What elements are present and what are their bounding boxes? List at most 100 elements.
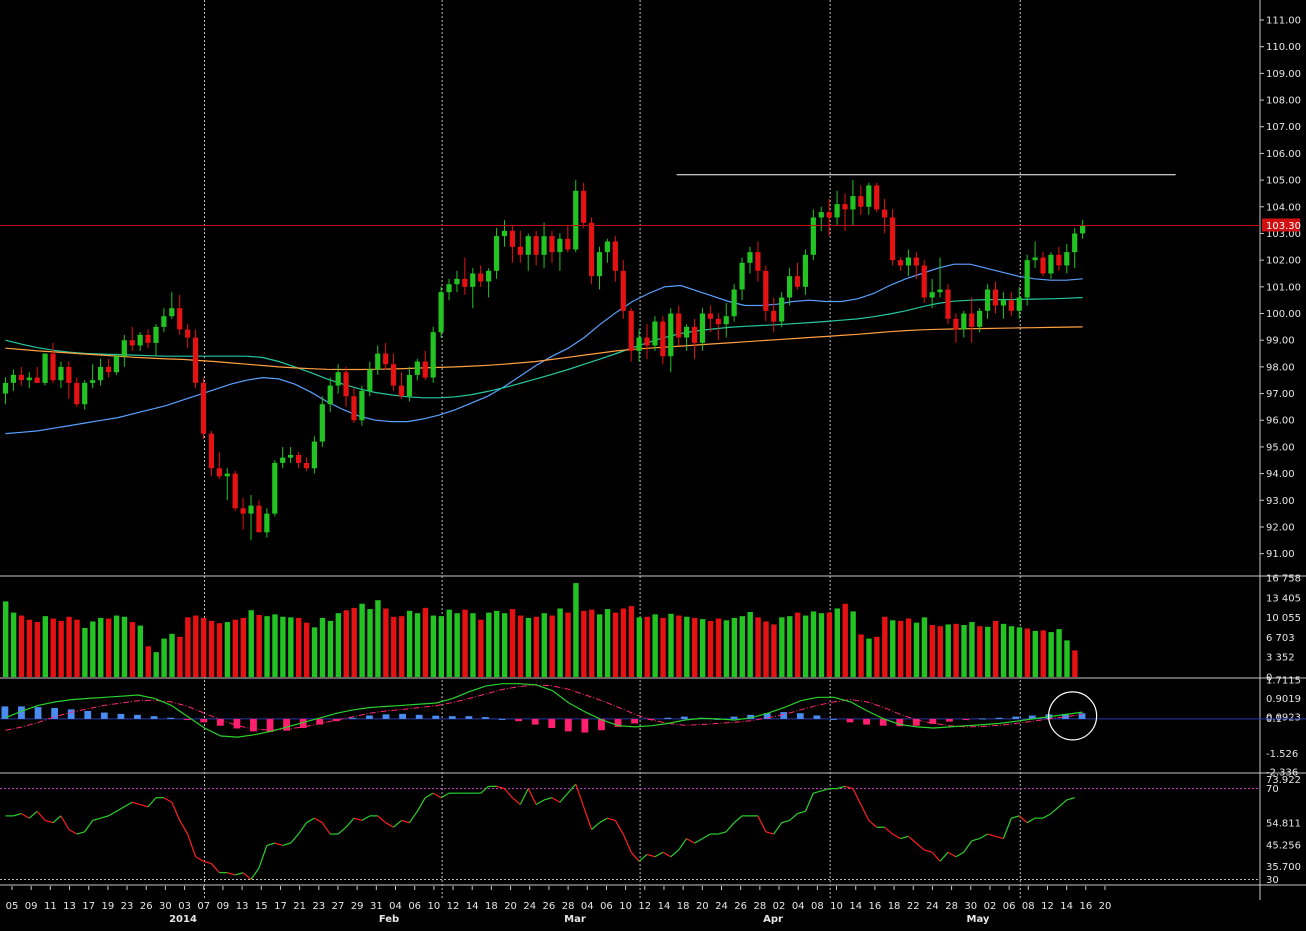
- volume-bar: [319, 617, 326, 677]
- price-tick-label: 100.00: [1266, 309, 1301, 320]
- macd-histogram-bar: [763, 713, 771, 719]
- macd-histogram-bar: [216, 718, 224, 726]
- rsi-segment: [187, 833, 197, 857]
- price-tick-label: 108.00: [1266, 96, 1301, 107]
- rsi-segment: [227, 872, 236, 876]
- x-day-label: 04: [792, 901, 805, 912]
- macd-histogram-bar: [183, 718, 191, 721]
- rsi-segment: [424, 792, 434, 799]
- candle-body: [327, 385, 333, 405]
- volume-bar: [834, 608, 840, 677]
- macd-histogram-bar: [564, 718, 572, 732]
- volume-bar: [628, 606, 635, 677]
- rsi-segment: [638, 854, 648, 862]
- rsi-segment: [955, 851, 965, 858]
- volume-bar: [501, 613, 508, 677]
- macd-histogram-bar: [879, 718, 887, 726]
- candle-body: [216, 468, 222, 477]
- rsi-segment: [725, 822, 735, 833]
- volume-bar: [913, 622, 920, 677]
- macd-histogram-bar: [1028, 715, 1036, 719]
- candle-body: [771, 310, 777, 322]
- rsi-segment: [171, 802, 181, 821]
- candle-body: [406, 374, 413, 397]
- macd-histogram-bar: [598, 718, 605, 731]
- rsi-segment: [987, 833, 996, 837]
- candle-body: [620, 270, 626, 311]
- volume-bar: [612, 612, 619, 677]
- rsi-segment: [575, 783, 585, 807]
- rsi-segment: [686, 838, 695, 844]
- volume-bar: [723, 620, 730, 677]
- candle-body: [596, 252, 603, 277]
- rsi-segment: [591, 822, 600, 830]
- volume-bar: [494, 610, 500, 677]
- macd-histogram-bar: [548, 718, 556, 728]
- macd-histogram-bar: [250, 718, 257, 732]
- rsi-segment: [931, 851, 941, 862]
- rsi-segment: [907, 835, 917, 844]
- rsi-segment: [892, 833, 901, 840]
- volume-bar: [34, 622, 41, 677]
- volume-bar: [240, 617, 246, 677]
- candle-body: [1032, 257, 1038, 261]
- volume-bar: [937, 626, 943, 677]
- macd-histogram-bar: [515, 718, 523, 722]
- rsi-segment: [393, 819, 402, 828]
- rsi-segment: [702, 833, 711, 840]
- rsi-segment: [92, 817, 101, 821]
- candle-body: [1064, 252, 1070, 266]
- rsi-segment: [116, 806, 125, 812]
- candle-body: [668, 313, 674, 357]
- rsi-segment: [765, 831, 774, 835]
- candle-body: [367, 369, 373, 391]
- macd-histogram-bar: [581, 718, 589, 733]
- x-day-label: 12: [447, 901, 460, 912]
- x-day-label: 08: [811, 901, 824, 912]
- macd-histogram-bar: [117, 713, 125, 719]
- price-tick-label: 102.00: [1266, 256, 1301, 267]
- rsi-segment: [504, 788, 513, 799]
- volume-bar: [296, 617, 302, 677]
- candle-body: [2, 382, 9, 394]
- volume-bar: [121, 616, 128, 677]
- x-day-label: 19: [102, 901, 115, 912]
- candle-body: [256, 505, 262, 533]
- candle-body: [90, 380, 96, 383]
- rsi-segment: [242, 872, 252, 880]
- x-day-label: 02: [984, 901, 997, 912]
- volume-bar: [383, 608, 389, 677]
- volume-bar: [248, 610, 254, 677]
- volume-tick-label: 10 055: [1266, 613, 1301, 624]
- volume-bar: [779, 617, 785, 677]
- volume-bar: [953, 623, 959, 677]
- x-day-label: 28: [945, 901, 958, 912]
- x-day-label: 23: [121, 901, 134, 912]
- candle-body: [1016, 297, 1022, 311]
- volume-bar: [470, 613, 476, 677]
- x-day-label: 18: [888, 901, 901, 912]
- volume-bar: [795, 612, 801, 677]
- macd-histogram-bar: [465, 716, 473, 719]
- rsi-segment: [733, 815, 743, 824]
- price-tick-label: 96.00: [1266, 416, 1295, 427]
- volume-bar: [145, 646, 151, 677]
- x-day-label: 13: [63, 901, 76, 912]
- volume-bar: [1056, 629, 1062, 677]
- macd-histogram-bar: [796, 713, 804, 719]
- volume-bar: [945, 624, 951, 677]
- candle-body: [470, 273, 476, 287]
- rsi-segment: [844, 785, 854, 790]
- x-day-label: 14: [658, 901, 671, 912]
- price-panel: 111.00 110.00 109.00 108.00 107.00 106.00 105.…: [0, 16, 1301, 560]
- volume-bar: [985, 626, 991, 677]
- macd-signal-line: [5, 684, 1083, 731]
- candle-body: [26, 377, 32, 381]
- macd-histogram-bar: [1012, 716, 1020, 719]
- candle-body: [501, 230, 508, 237]
- macd-histogram-bar: [415, 714, 423, 719]
- candle-body: [929, 292, 935, 298]
- candle-body: [351, 396, 357, 421]
- rsi-tick-label: 45.256: [1266, 840, 1301, 851]
